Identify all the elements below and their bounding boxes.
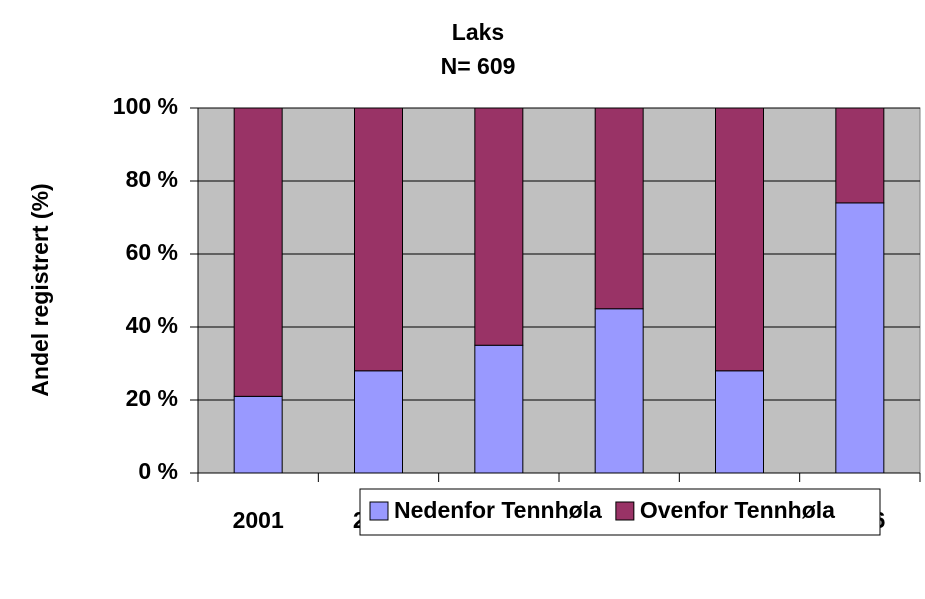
legend-label: Ovenfor Tennhøla: [640, 497, 835, 523]
bar-segment: [233, 395, 283, 474]
y-tick-label: 60 %: [126, 239, 178, 265]
y-tick-label: 100 %: [113, 93, 178, 119]
y-tick-label: 0 %: [138, 458, 178, 484]
bar-segment: [835, 202, 885, 474]
chart-title: Laks: [452, 19, 504, 45]
bar-segment: [715, 370, 764, 474]
bar-segment: [474, 107, 524, 346]
y-axis-title: Andel registrert (%): [27, 183, 53, 396]
legend-swatch: [615, 501, 635, 521]
y-tick-label: 80 %: [126, 166, 178, 192]
bar-segment: [233, 107, 283, 397]
legend-label: Nedenfor Tennhøla: [394, 497, 602, 523]
bar-segment: [835, 107, 885, 204]
chart-subtitle: N= 609: [441, 53, 516, 79]
y-tick-label: 40 %: [126, 312, 178, 338]
legend-swatch: [369, 501, 389, 521]
bar-segment: [594, 308, 644, 474]
y-tick-label: 20 %: [126, 385, 178, 411]
bar-segment: [474, 344, 524, 474]
bar-segment: [354, 370, 403, 474]
bar-segment: [354, 107, 403, 372]
bar-segment: [715, 107, 764, 372]
bar-segment: [594, 107, 644, 310]
plot-area: [197, 107, 921, 474]
x-tick-label: 2001: [233, 507, 284, 533]
